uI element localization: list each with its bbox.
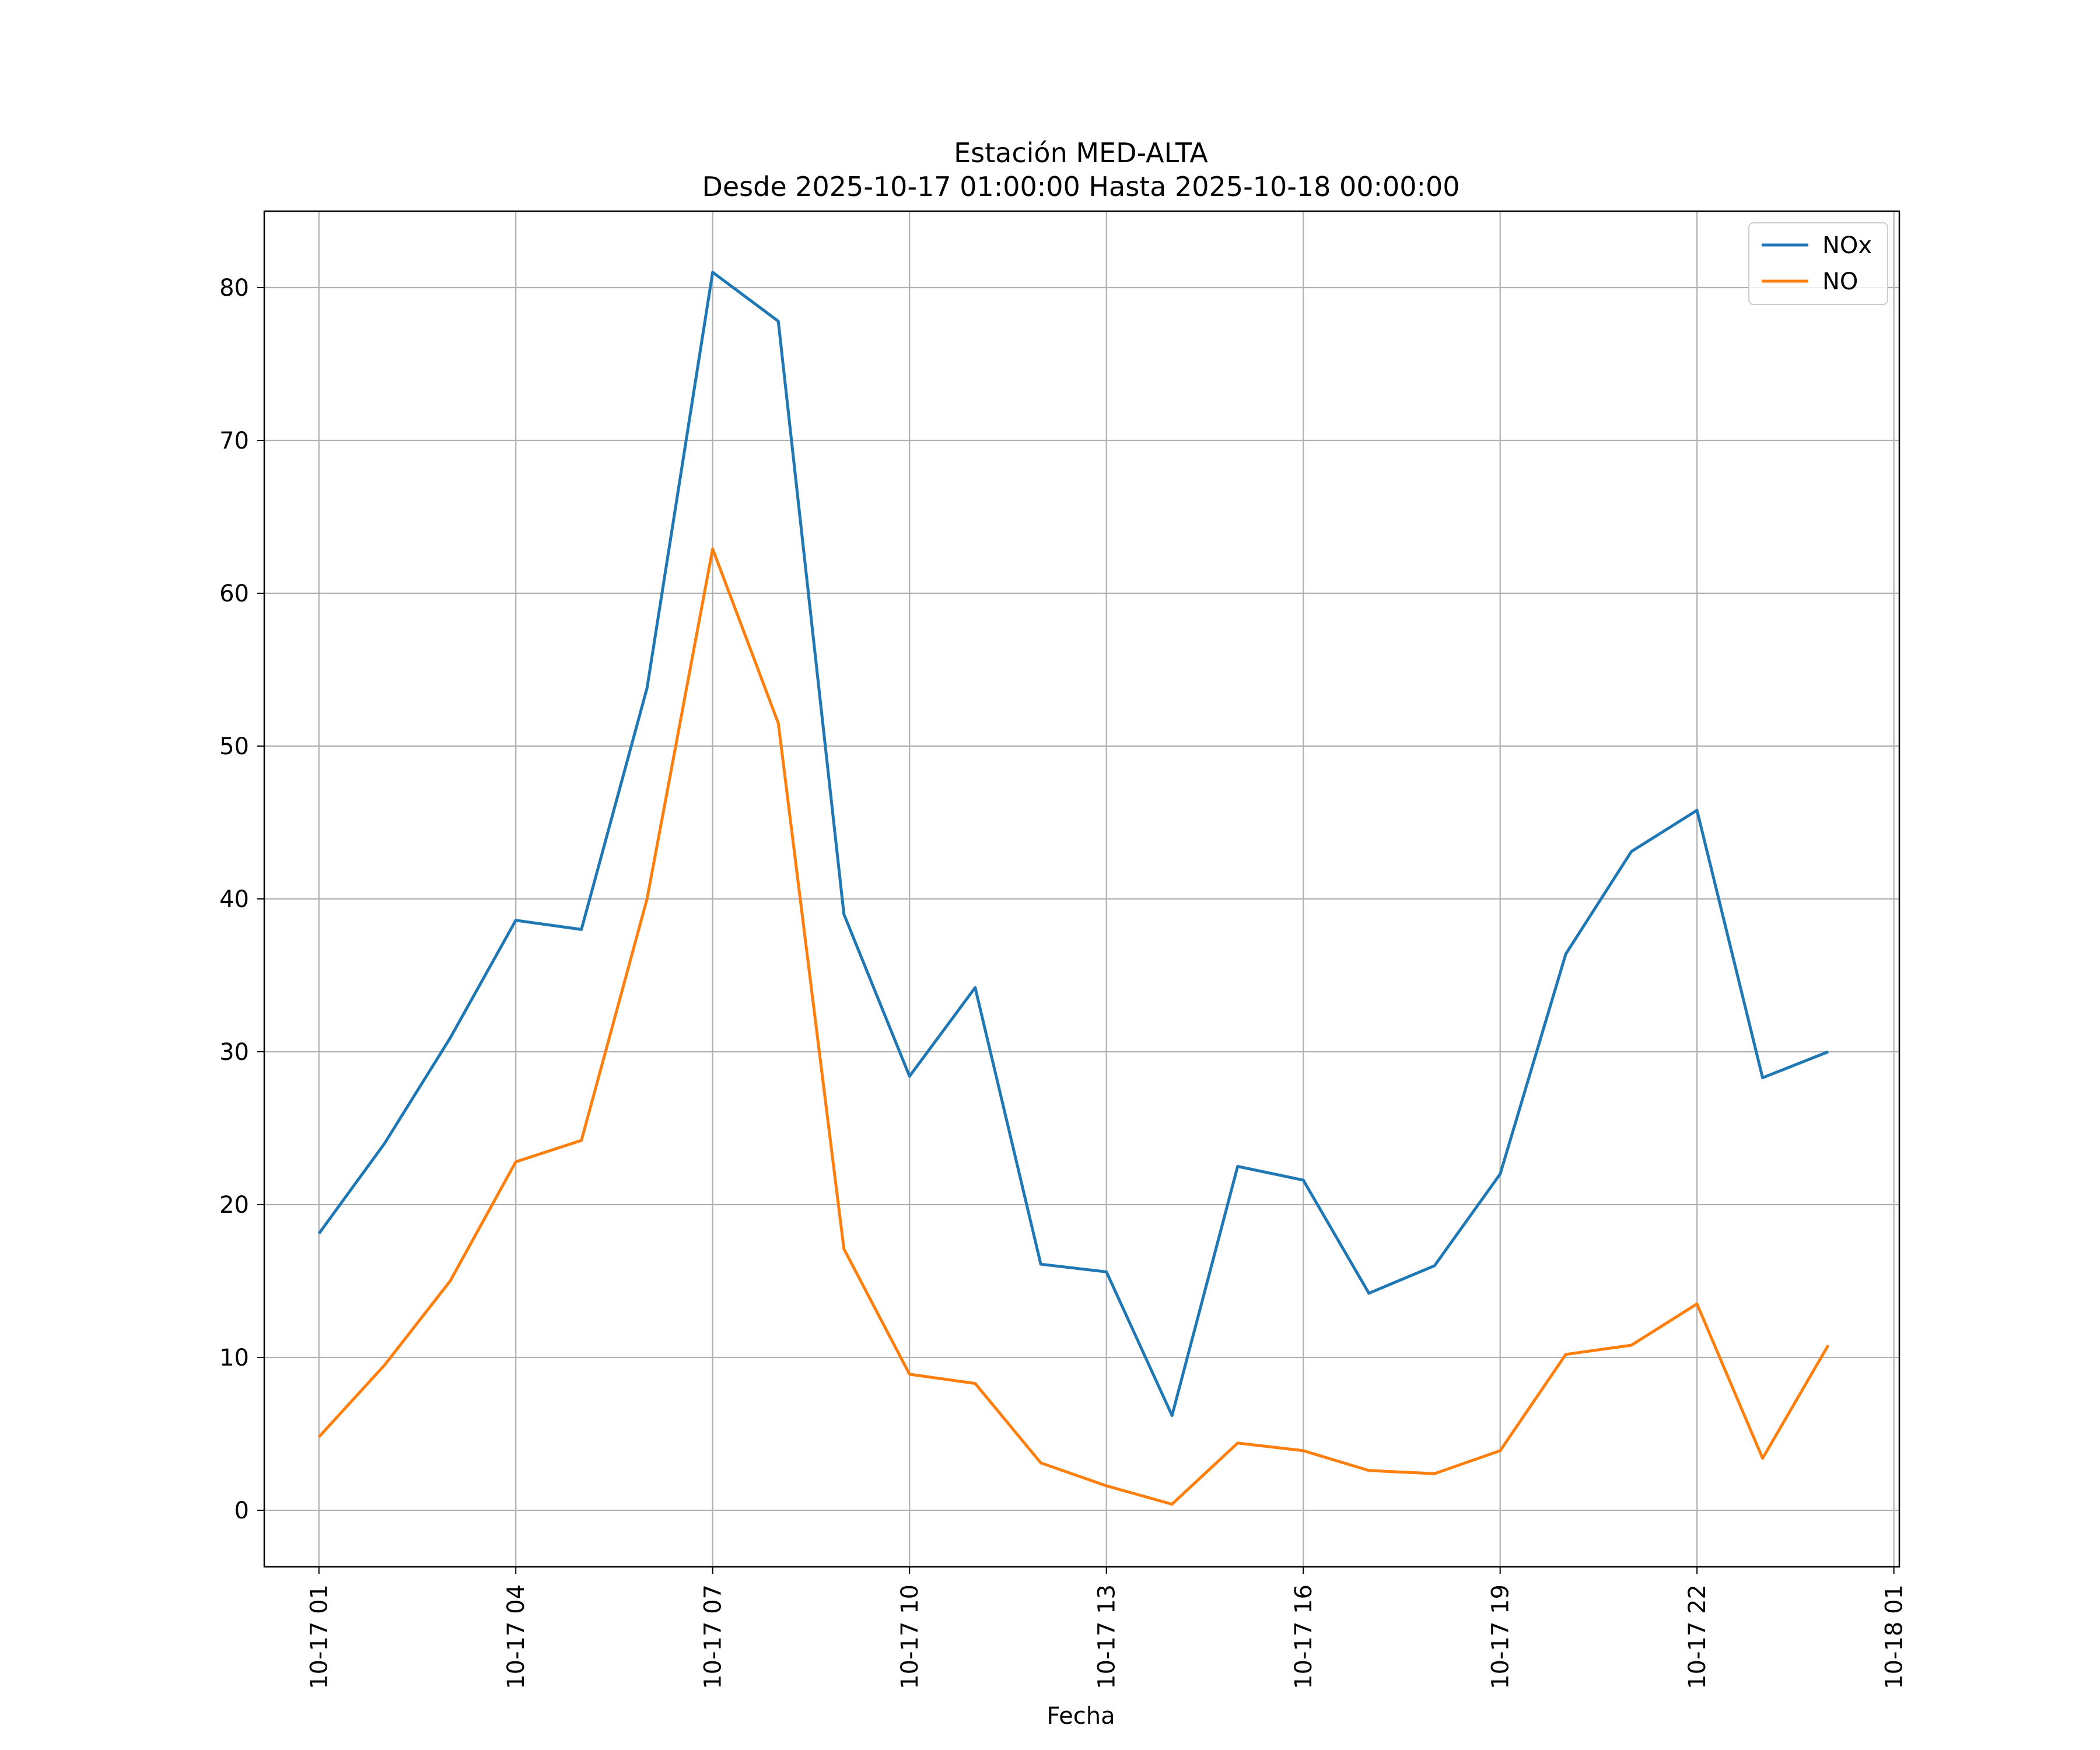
y-tick-label: 50 [219, 733, 249, 760]
y-tick-label: 30 [219, 1039, 249, 1066]
y-tick-label: 60 [219, 580, 249, 607]
series-line-nox [317, 271, 1829, 1418]
x-axis-ticks: 10-17 01 10-17 04 10-17 07 10-17 10 10-17 13… [306, 1567, 1908, 1689]
x-tick-label: 10-17 22 [1684, 1584, 1711, 1689]
x-tick-label: 10-17 07 [700, 1584, 727, 1689]
legend-label-no: NO [1822, 268, 1858, 295]
x-axis-label: Fecha [1046, 1703, 1115, 1730]
grid [264, 211, 1899, 1567]
series-line-no [317, 547, 1830, 1506]
x-tick-label: 10-17 04 [503, 1584, 530, 1689]
y-tick-label: 40 [219, 886, 249, 913]
y-tick-label: 80 [219, 275, 249, 302]
x-tick-label: 10-17 10 [897, 1584, 923, 1689]
chart-title: Estación MED-ALTA [954, 137, 1208, 169]
x-tick-label: 10-17 19 [1488, 1584, 1514, 1689]
chart-subtitle: Desde 2025-10-17 01:00:00 Hasta 2025-10-… [702, 171, 1460, 202]
y-axis-ticks: 0 10 20 30 40 50 60 70 80 [219, 275, 264, 1524]
series-lines [317, 271, 1830, 1506]
legend-box [1748, 222, 1888, 305]
x-tick-label: 10-17 01 [306, 1584, 333, 1689]
y-tick-label: 0 [235, 1497, 249, 1524]
x-tick-label: 10-18 01 [1881, 1584, 1908, 1689]
y-tick-label: 10 [219, 1345, 249, 1371]
legend-label-nox: NOx [1822, 232, 1872, 259]
y-tick-label: 20 [219, 1192, 249, 1219]
legend: NOx NO [1748, 222, 1888, 305]
y-tick-label: 70 [219, 428, 249, 454]
x-tick-label: 10-17 13 [1094, 1584, 1121, 1689]
x-tick-label: 10-17 16 [1290, 1584, 1317, 1689]
plot-frame [263, 210, 1901, 1568]
